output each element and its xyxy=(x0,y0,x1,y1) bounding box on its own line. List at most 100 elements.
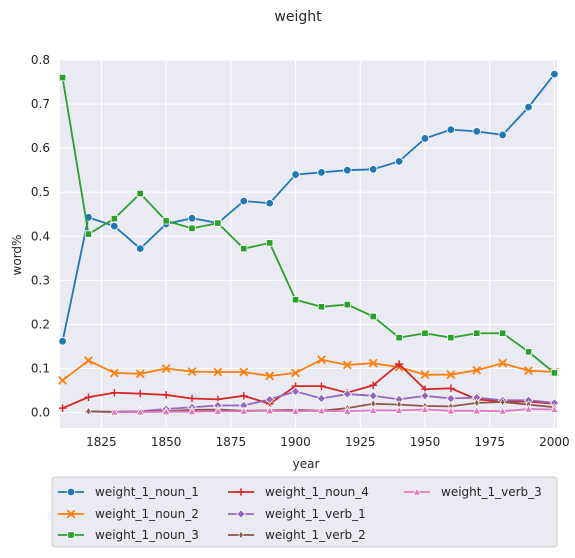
data-point xyxy=(161,407,171,416)
y-tick-label: 0.8 xyxy=(31,53,50,67)
series-line xyxy=(61,73,556,342)
y-tick-label: 0.5 xyxy=(31,185,50,199)
series-weight_1_noun_1 xyxy=(58,69,559,346)
data-point xyxy=(446,125,456,134)
data-point xyxy=(291,406,301,415)
data-point xyxy=(524,366,533,376)
data-point xyxy=(420,404,430,413)
data-point xyxy=(394,157,404,166)
data-point xyxy=(550,369,559,377)
data-point xyxy=(368,405,378,414)
data-point xyxy=(420,134,430,143)
series-weight_1_noun_3 xyxy=(58,73,559,377)
data-point xyxy=(291,296,300,304)
data-point xyxy=(394,405,404,414)
data-point xyxy=(240,244,248,253)
data-point xyxy=(84,356,93,366)
data-point xyxy=(343,165,352,175)
x-tick-label: 1825 xyxy=(86,435,117,449)
series-line xyxy=(114,408,555,414)
y-axis-label: word% xyxy=(10,235,24,276)
data-point xyxy=(58,336,67,346)
legend-label: weight_1_verb_2 xyxy=(265,528,366,542)
legend-item: weight_1_verb_2 xyxy=(228,528,366,542)
data-point xyxy=(499,329,507,337)
y-tick-label: 0.4 xyxy=(31,229,50,243)
data-point xyxy=(343,300,351,309)
data-point xyxy=(187,214,197,223)
tick-labels: 1825 1850 1875 1900 1925 1950 1975 2000 0.0 0.1 0.… xyxy=(31,53,570,449)
legend-label: weight_1_noun_2 xyxy=(95,507,199,521)
data-point xyxy=(550,69,559,79)
data-point xyxy=(162,391,170,399)
legend-box xyxy=(51,476,558,548)
data-point xyxy=(316,393,327,404)
legend-marker xyxy=(66,509,76,519)
legend-label: weight_1_noun_3 xyxy=(95,528,199,542)
data-point xyxy=(498,130,507,140)
data-point xyxy=(213,367,223,377)
data-point xyxy=(110,221,119,231)
data-point xyxy=(239,367,249,377)
data-point xyxy=(368,358,378,368)
data-point xyxy=(84,393,93,401)
series-line xyxy=(62,358,555,382)
data-point xyxy=(187,407,197,416)
data-point xyxy=(524,404,534,413)
x-tick-label: 2000 xyxy=(539,435,570,449)
data-point xyxy=(213,406,223,415)
data-point xyxy=(342,360,352,370)
data-point xyxy=(291,170,300,179)
data-point xyxy=(265,371,275,381)
data-point xyxy=(187,367,197,377)
data-point xyxy=(473,329,481,337)
y-tick-label: 0.7 xyxy=(31,97,50,111)
data-point xyxy=(266,239,274,247)
x-axis-label: year xyxy=(293,457,320,471)
x-tick-label: 1850 xyxy=(151,435,182,449)
data-point xyxy=(84,230,93,238)
legend-marker xyxy=(238,530,244,540)
data-point xyxy=(524,102,533,112)
data-point xyxy=(265,406,275,415)
data-point xyxy=(265,199,274,208)
series-weight_1_noun_2 xyxy=(58,355,559,385)
data-point xyxy=(498,406,508,415)
data-point xyxy=(342,389,353,399)
data-point xyxy=(447,334,455,342)
legend-item: weight_1_verb_1 xyxy=(228,507,366,521)
legend-label: weight_1_verb_3 xyxy=(441,485,542,499)
x-tick-label: 1875 xyxy=(216,435,247,449)
data-point xyxy=(264,394,275,405)
legend-item: weight_1_verb_3 xyxy=(404,485,542,499)
data-point xyxy=(58,375,68,385)
data-point xyxy=(369,381,378,390)
x-tick-label: 1975 xyxy=(474,435,505,449)
data-point xyxy=(291,368,300,378)
legend-label: weight_1_verb_1 xyxy=(265,507,366,521)
data-point xyxy=(420,391,430,401)
data-point xyxy=(447,384,455,393)
series-layer xyxy=(58,69,560,417)
data-point xyxy=(446,406,456,415)
data-point xyxy=(239,406,249,415)
x-tick-label: 1950 xyxy=(410,435,441,449)
data-point xyxy=(290,386,301,397)
legend-marker xyxy=(66,487,76,497)
data-point xyxy=(317,303,326,311)
legend-label: weight_1_noun_4 xyxy=(265,485,369,499)
data-point xyxy=(498,358,508,368)
legend-item: weight_1_noun_4 xyxy=(228,485,369,499)
data-point xyxy=(421,329,429,337)
data-point xyxy=(500,397,506,407)
data-point xyxy=(188,394,196,403)
data-point xyxy=(58,73,67,82)
data-point xyxy=(549,404,559,413)
data-point xyxy=(162,217,170,225)
y-tick-label: 0.0 xyxy=(31,406,50,420)
legend-item: weight_1_noun_2 xyxy=(58,507,199,521)
y-tick-label: 0.2 xyxy=(31,317,50,331)
data-point xyxy=(136,389,145,398)
data-point xyxy=(472,406,482,415)
